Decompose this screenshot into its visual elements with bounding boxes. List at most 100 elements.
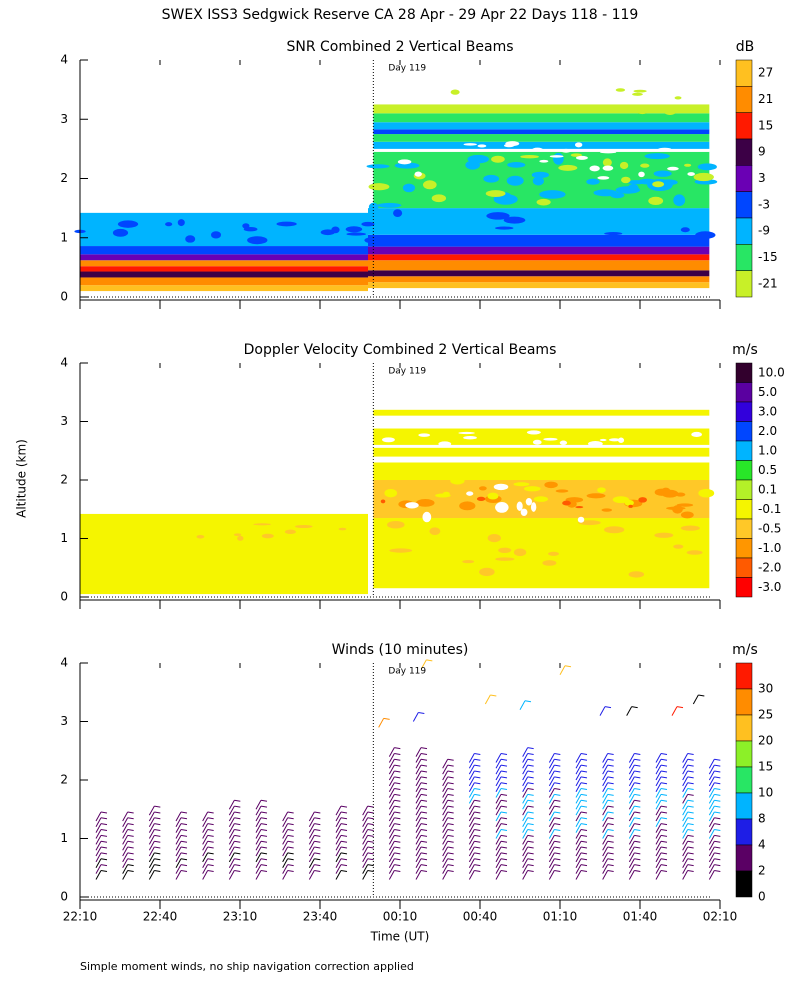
wind-barb: [554, 752, 561, 755]
wind-barb: [468, 794, 475, 804]
wind-barb: [175, 823, 182, 833]
wind-barb: [148, 858, 155, 868]
wind-barb: [682, 852, 689, 863]
wind-barb: [682, 870, 689, 880]
wind-barb: [308, 846, 315, 857]
wind-barb: [660, 758, 668, 761]
wind-barb: [474, 776, 481, 779]
wind-barb: [228, 846, 235, 857]
wind-barb: [234, 823, 241, 826]
wind-barb: [127, 864, 134, 867]
y-tick-label: 0: [60, 590, 68, 604]
field-patch: [539, 190, 566, 199]
wind-barb: [122, 811, 129, 822]
wind-barb: [660, 869, 668, 872]
wind-barb: [362, 840, 369, 851]
wind-barb: [634, 817, 641, 820]
wind-barb: [682, 817, 689, 828]
wind-barb: [575, 776, 582, 787]
wind-barb: [708, 805, 715, 816]
wind-barb: [634, 858, 641, 861]
wind-barb: [127, 834, 134, 837]
wind-barb: [388, 788, 395, 798]
wind-barb: [468, 840, 475, 851]
field-patch: [389, 548, 413, 553]
wind-barb: [474, 758, 481, 761]
wind-barb: [308, 858, 315, 868]
field-patch: [364, 236, 388, 244]
wind-barb: [602, 852, 609, 863]
wind-barb: [447, 840, 454, 843]
wind-barb: [415, 794, 422, 804]
colorbar-label: 3.0: [758, 404, 777, 418]
wind-barb: [660, 799, 668, 802]
field-patch: [507, 161, 526, 168]
field-patch: [636, 109, 648, 115]
wind-barb: [340, 805, 348, 808]
day-label: Day 119: [388, 64, 426, 74]
wind-barb: [714, 834, 721, 837]
wind-barb: [308, 870, 315, 880]
wind-barb: [255, 805, 262, 816]
field-patch: [562, 500, 571, 506]
wind-barb: [394, 805, 401, 808]
field-patch: [486, 212, 510, 220]
y-tick-label: 2: [60, 473, 68, 487]
wind-barb: [500, 858, 508, 861]
colorbar-label: 15: [758, 760, 773, 774]
wind-barb: [335, 858, 342, 868]
wind-barb: [628, 823, 635, 833]
wind-barb: [154, 811, 161, 814]
wind-barb: [420, 782, 428, 785]
wind-barb: [500, 846, 508, 849]
wind-barb: [154, 817, 161, 820]
wind-barb: [548, 770, 555, 781]
wind-barb: [660, 829, 668, 831]
wind-barb: [367, 846, 374, 849]
panel-title: Doppler Velocity Combined 2 Vertical Bea…: [244, 342, 557, 358]
wind-barb: [100, 823, 108, 826]
wind-barb: [682, 805, 689, 816]
wind-barb: [522, 805, 529, 816]
wind-barb: [127, 869, 134, 872]
wind-barb: [148, 805, 155, 816]
wind-barb: [708, 829, 715, 839]
wind-barb: [607, 788, 614, 791]
wind-barb: [554, 829, 561, 831]
field-patch: [575, 155, 588, 160]
wind-barb: [362, 817, 369, 828]
wind-barb: [202, 823, 209, 833]
wind-barb: [415, 747, 422, 757]
wind-barb: [127, 858, 134, 861]
wind-barb: [388, 829, 395, 839]
field-patch: [476, 496, 486, 502]
wind-barb: [340, 852, 348, 855]
wind-barb: [202, 864, 209, 874]
wind-barb: [548, 829, 555, 839]
wind-barb: [362, 870, 369, 880]
wind-barb: [474, 858, 481, 861]
wind-barb: [495, 811, 502, 822]
field-patch: [526, 430, 541, 435]
wind-barb: [255, 840, 262, 851]
wind-barb: [447, 770, 454, 773]
field-patch: [599, 438, 607, 442]
field-patch: [658, 147, 672, 151]
wind-barb: [628, 782, 635, 792]
wind-barb: [260, 817, 268, 820]
field-patch: [466, 491, 474, 496]
wind-barb: [282, 835, 289, 845]
field-patch: [586, 493, 606, 499]
wind-barb: [234, 805, 241, 808]
wind-barb: [202, 817, 209, 828]
wind-barb: [575, 782, 582, 792]
field-patch: [552, 152, 564, 165]
wind-barb: [554, 817, 561, 820]
wind-barb: [260, 840, 268, 843]
wind-barb: [708, 852, 715, 863]
wind-barb: [388, 870, 395, 880]
wind-barb: [634, 852, 641, 855]
wind-barb: [708, 800, 715, 810]
wind-barb: [655, 805, 662, 816]
wind-barb: [175, 811, 182, 822]
